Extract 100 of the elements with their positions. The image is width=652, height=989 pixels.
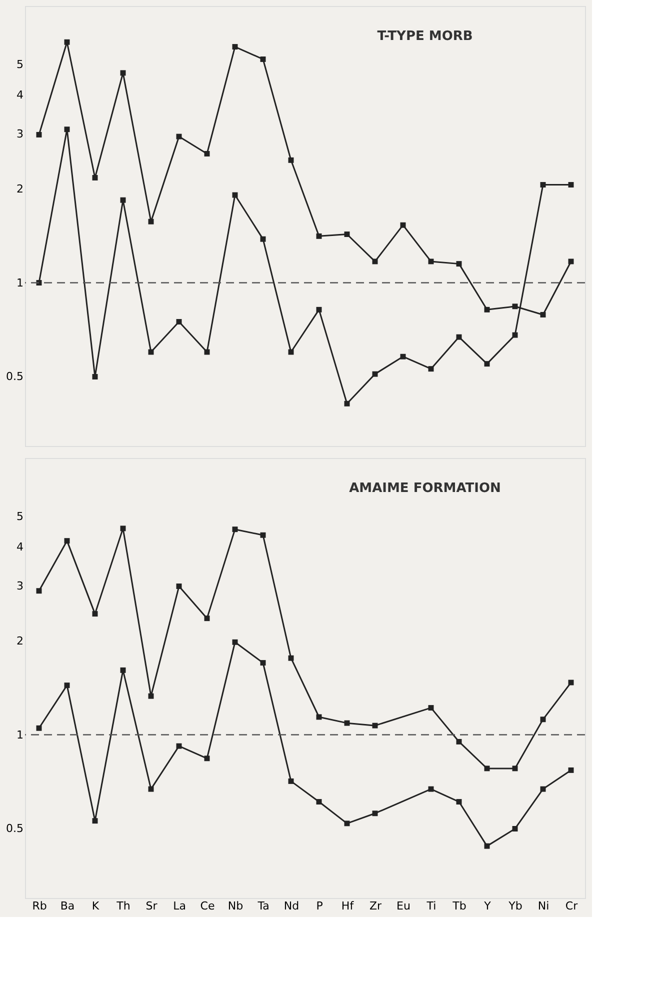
point xyxy=(176,743,182,749)
y-tick-label: 1 xyxy=(16,276,24,290)
point xyxy=(120,526,126,532)
point xyxy=(372,722,378,728)
point xyxy=(344,820,350,826)
point xyxy=(148,349,154,355)
point xyxy=(176,319,182,325)
x-tick-label: Th xyxy=(116,900,130,912)
y-tick-label: 1 xyxy=(16,728,24,742)
point xyxy=(64,126,70,132)
point xyxy=(316,233,322,239)
point xyxy=(316,306,322,312)
point xyxy=(512,826,518,832)
point xyxy=(260,660,266,666)
point xyxy=(400,222,406,228)
point xyxy=(36,725,42,731)
x-tick-label: K xyxy=(92,900,100,912)
point xyxy=(372,810,378,816)
point xyxy=(484,361,490,367)
y-tick-label: 2 xyxy=(16,634,24,648)
point xyxy=(120,197,126,203)
point xyxy=(260,532,266,538)
point xyxy=(232,639,238,645)
point xyxy=(92,818,98,824)
point xyxy=(456,334,462,340)
point xyxy=(540,786,546,792)
y-tick-label: 3 xyxy=(16,127,24,140)
y-tick-label: 4 xyxy=(16,88,24,102)
point xyxy=(260,236,266,242)
x-tick-label: P xyxy=(316,900,324,912)
point xyxy=(428,705,434,711)
point xyxy=(456,261,462,267)
x-tick-label: Ce xyxy=(200,900,215,912)
point xyxy=(372,371,378,377)
point xyxy=(316,799,322,805)
point xyxy=(568,258,574,264)
point xyxy=(456,738,462,744)
x-tick-label: Nb xyxy=(228,900,244,912)
point xyxy=(288,349,294,355)
point xyxy=(428,258,434,264)
point xyxy=(288,778,294,784)
x-tick-label: Eu xyxy=(396,900,410,912)
point xyxy=(484,843,490,849)
point xyxy=(540,312,546,318)
point xyxy=(204,349,210,355)
point xyxy=(484,766,490,772)
x-tick-label: Y xyxy=(483,900,492,912)
point xyxy=(92,611,98,617)
point xyxy=(64,538,70,544)
point xyxy=(92,174,98,180)
x-tick-label: Cr xyxy=(565,900,578,912)
x-tick-label: Rb xyxy=(32,900,47,912)
point xyxy=(120,667,126,673)
x-tick-label: Sr xyxy=(146,900,158,912)
point xyxy=(568,767,574,773)
point xyxy=(148,218,154,224)
point xyxy=(204,150,210,156)
y-tick-label: 5 xyxy=(16,58,24,72)
point xyxy=(512,304,518,310)
point xyxy=(428,786,434,792)
point xyxy=(36,588,42,594)
point xyxy=(288,655,294,661)
x-tick-label: Ba xyxy=(60,900,75,912)
point xyxy=(232,44,238,50)
x-tick-label: Ta xyxy=(256,900,270,912)
y-tick-label: 0.5 xyxy=(6,822,24,836)
annotation: T-TYPE MORB xyxy=(377,29,473,44)
point xyxy=(400,354,406,360)
point xyxy=(344,720,350,726)
point xyxy=(260,56,266,62)
point xyxy=(288,157,294,163)
point xyxy=(512,332,518,338)
point xyxy=(568,680,574,686)
point xyxy=(540,182,546,188)
x-tick-label: Tb xyxy=(452,900,466,912)
point xyxy=(204,756,210,762)
point xyxy=(148,786,154,792)
annotation: AMAIME FORMATION xyxy=(349,481,501,496)
point xyxy=(428,366,434,372)
point xyxy=(120,70,126,76)
y-tick-label: 5 xyxy=(16,510,24,524)
x-tick-label: Nd xyxy=(284,900,300,912)
point xyxy=(344,400,350,406)
y-tick-label: 2 xyxy=(16,182,24,196)
point xyxy=(540,716,546,722)
x-tick-label: La xyxy=(173,900,186,912)
point xyxy=(568,182,574,188)
point xyxy=(92,374,98,380)
point xyxy=(36,132,42,138)
point xyxy=(232,526,238,532)
y-tick-label: 4 xyxy=(16,540,24,554)
y-tick-label: 0.5 xyxy=(6,370,24,384)
point xyxy=(176,584,182,589)
point xyxy=(148,693,154,699)
x-tick-label: Hf xyxy=(341,900,355,912)
point xyxy=(456,799,462,805)
point xyxy=(512,766,518,772)
point xyxy=(204,616,210,622)
point xyxy=(64,682,70,688)
x-tick-label: Yb xyxy=(508,900,522,912)
